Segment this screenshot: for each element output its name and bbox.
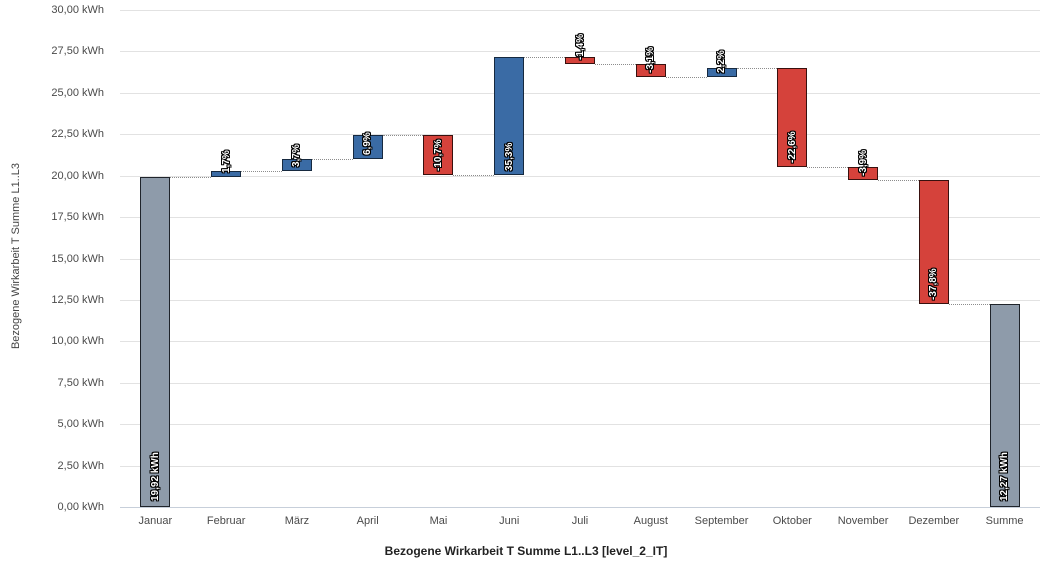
bar-label-märz: 3,7% <box>291 144 303 168</box>
connector-line <box>241 171 282 173</box>
gridline <box>120 465 1040 467</box>
connector-line <box>453 174 495 176</box>
y-tick-label: 7,50 kWh <box>57 376 104 389</box>
y-tick-label: 25,00 kWh <box>51 86 104 99</box>
bar-juni[interactable] <box>494 57 525 175</box>
bar-label-juli: -1,4% <box>574 33 586 60</box>
gridline <box>120 175 1040 177</box>
bar-märz[interactable] <box>281 158 312 172</box>
bar-september[interactable] <box>706 67 737 78</box>
y-tick-label: 17,50 kWh <box>51 211 104 224</box>
x-label-juni: Juni <box>499 515 520 527</box>
y-tick-label: 2,50 kWh <box>57 459 104 472</box>
bar-label-mai: -10,7% <box>432 138 444 171</box>
bar-oktober[interactable] <box>777 67 808 168</box>
connector-line <box>807 167 849 169</box>
gridline <box>120 217 1040 219</box>
bar-november[interactable] <box>848 167 879 181</box>
gridline <box>120 424 1040 426</box>
x-label-august: August <box>633 515 668 527</box>
x-axis-title: Bezogene Wirkarbeit T Summe L1..L3 [leve… <box>384 544 668 558</box>
gridline <box>120 134 1040 136</box>
y-tick-label: 5,00 kWh <box>57 418 104 431</box>
bar-label-april: 6,9% <box>362 132 374 155</box>
y-tick-label: 30,00 kWh <box>51 4 104 16</box>
gridline <box>120 258 1040 260</box>
x-label-mai: Mai <box>429 515 448 527</box>
bar-label-januar: 19,92 kWh <box>149 452 161 501</box>
bar-label-september: 2,2% <box>716 50 728 74</box>
y-tick-label: 27,50 kWh <box>51 45 104 58</box>
bar-summe[interactable] <box>989 303 1020 507</box>
bar-mai[interactable] <box>423 134 454 175</box>
connector-line <box>595 63 636 65</box>
gridline <box>120 10 1040 11</box>
connector-line <box>524 57 565 59</box>
bar-label-summe: 12,27 kWh <box>999 452 1011 501</box>
bar-label-august: -3,1% <box>645 47 657 74</box>
bar-label-februar: 1,7% <box>220 150 232 173</box>
plot-area: 19,92 kWh 1,7% 3,7% 6,9% -10,7% 35,3% -1,4% -3,… <box>120 10 1040 508</box>
gridline <box>120 51 1040 53</box>
bar-januar[interactable] <box>140 176 171 507</box>
connector-line <box>878 180 919 182</box>
x-label-januar: Januar <box>138 515 173 527</box>
gridline <box>120 341 1040 343</box>
bar-label-juni: 35,3% <box>503 142 515 171</box>
connector-line <box>736 67 778 69</box>
x-label-juli: Juli <box>571 515 589 527</box>
x-label-februar: Februar <box>206 515 246 527</box>
x-label-märz: März <box>284 515 310 527</box>
gridline <box>120 92 1040 94</box>
y-tick-label: 0,00 kWh <box>57 501 104 513</box>
x-label-september: September <box>694 515 749 527</box>
connector-line <box>170 176 212 178</box>
bar-dezember[interactable] <box>918 180 949 304</box>
bar-august[interactable] <box>635 63 666 78</box>
connector-line <box>665 77 707 79</box>
connector-line <box>948 303 990 305</box>
bar-label-november: -3,9% <box>857 150 869 177</box>
connector-line <box>311 158 353 160</box>
bar-april[interactable] <box>352 134 383 159</box>
x-label-dezember: Dezember <box>908 515 960 527</box>
x-label-april: April <box>356 515 379 527</box>
y-tick-label: 12,50 kWh <box>51 293 104 306</box>
bar-februar[interactable] <box>211 171 242 177</box>
y-tick-label: 20,00 kWh <box>51 169 104 182</box>
y-tick-label: 10,00 kWh <box>51 335 104 348</box>
zero-gridline <box>120 507 1040 508</box>
y-tick-label: 22,50 kWh <box>51 128 104 141</box>
bar-juli[interactable] <box>565 57 595 64</box>
x-label-summe: Summe <box>985 515 1024 527</box>
x-label-oktober: Oktober <box>772 515 812 527</box>
connector-line <box>382 134 424 136</box>
x-label-november: November <box>837 515 889 527</box>
gridline <box>120 382 1040 384</box>
gridline <box>120 299 1040 301</box>
y-tick-label: 15,00 kWh <box>51 252 104 265</box>
bar-label-dezember: -37,8% <box>928 268 940 300</box>
bar-label-oktober: -22,6% <box>786 131 798 164</box>
